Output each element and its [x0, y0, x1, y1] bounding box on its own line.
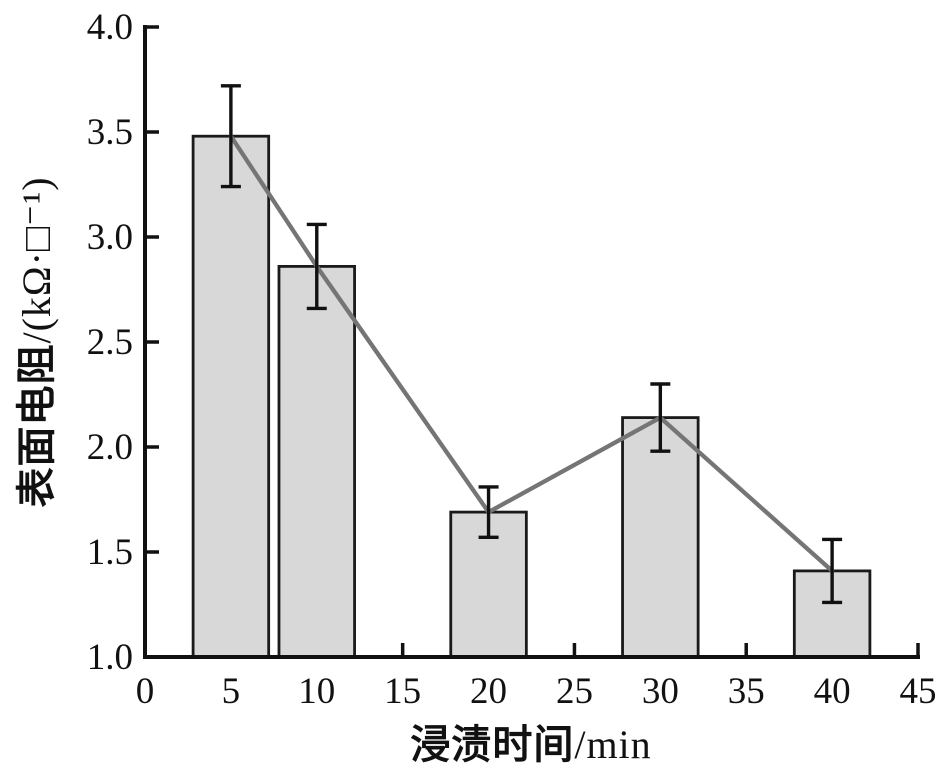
- x-tick-label: 20: [470, 671, 507, 712]
- y-axis-label-unit: /(kΩ·□⁻¹): [14, 176, 59, 344]
- x-tick-label: 15: [384, 671, 421, 712]
- bar: [621, 416, 700, 659]
- y-tick-label: 2.5: [87, 322, 133, 363]
- error-bar: [478, 485, 499, 539]
- y-tick-label: 3.0: [87, 217, 133, 258]
- x-tick-label: 30: [642, 671, 679, 712]
- x-tick-label: 35: [728, 671, 765, 712]
- x-axis-label: 浸渍时间/min: [410, 712, 651, 770]
- bar: [792, 569, 872, 659]
- error-bar: [220, 84, 241, 189]
- bar: [191, 134, 271, 659]
- error-bar: [650, 382, 671, 453]
- y-tick-label: 1.5: [87, 532, 133, 573]
- x-tick-label: 25: [556, 671, 593, 712]
- error-bar: [822, 537, 843, 605]
- x-axis-label-cn: 浸渍时间: [410, 723, 575, 767]
- y-tick-label: 2.0: [87, 427, 133, 468]
- error-bar: [306, 222, 327, 311]
- x-tick-label: 45: [900, 671, 937, 712]
- x-tick-label: 0: [136, 671, 155, 712]
- x-tick-label: 5: [222, 671, 241, 712]
- bar: [277, 264, 356, 659]
- y-axis-label: 表面电阻/(kΩ·□⁻¹): [4, 176, 62, 507]
- y-axis-label-cn: 表面电阻: [15, 343, 59, 508]
- x-tick-label: 40: [814, 671, 851, 712]
- x-axis-label-unit: /min: [574, 722, 652, 767]
- y-tick-label: 1.0: [87, 637, 133, 678]
- y-tick-label: 3.5: [87, 112, 133, 153]
- x-tick-label: 10: [298, 671, 335, 712]
- y-tick-label: 4.0: [87, 7, 133, 48]
